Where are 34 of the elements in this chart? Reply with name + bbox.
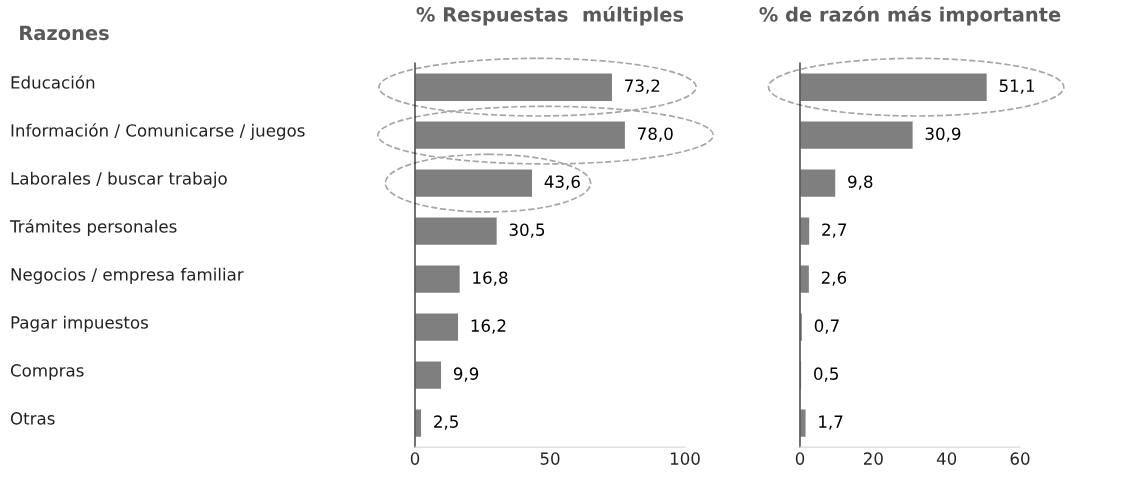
y-tick-label: Laborales / buscar trabajo [11, 171, 227, 188]
y-tick-label: Compras [10, 364, 84, 380]
y-tick-label: Información / Comunicarse / juegos [11, 123, 305, 140]
data-label: 43,6 [544, 175, 580, 190]
chart-title: % Respuestas múltiples [416, 5, 684, 26]
data-label: 16,8 [473, 271, 508, 286]
y-tick-label: Negocios / empresa familiar [11, 267, 244, 284]
y-axis-title: Razones [20, 25, 109, 41]
x-tick-label: 100 [670, 452, 700, 465]
data-label: 0,5 [814, 367, 838, 382]
data-label: 9,8 [848, 175, 873, 190]
chart-title: % de razón más importante [759, 5, 1061, 26]
x-tick-label: 60 [1010, 452, 1030, 465]
data-label: 2,5 [434, 415, 458, 430]
x-tick-label: 0 [410, 452, 420, 465]
x-tick-label: 50 [540, 452, 560, 465]
x-tick-label: 40 [936, 452, 957, 465]
y-tick-label: Otras [10, 412, 55, 425]
y-tick-label: Trámites personales [9, 219, 177, 236]
data-label: 2,6 [821, 271, 847, 286]
y-tick-label: Educación [11, 75, 95, 89]
data-label: 30,9 [925, 127, 961, 142]
data-label: 78,0 [638, 127, 673, 142]
data-label: 73,2 [625, 79, 660, 94]
data-label: 16,2 [471, 319, 506, 334]
data-label: 0,7 [814, 319, 839, 334]
data-label: 2,7 [822, 223, 847, 238]
data-label: 1,7 [819, 415, 843, 430]
y-tick-label: Pagar impuestos [11, 315, 148, 332]
data-label: 9,9 [453, 367, 479, 382]
data-label: 30,5 [509, 223, 545, 238]
x-tick-label: 0 [795, 452, 805, 465]
data-label: 51,1 [999, 79, 1035, 94]
x-tick-label: 20 [863, 452, 883, 465]
